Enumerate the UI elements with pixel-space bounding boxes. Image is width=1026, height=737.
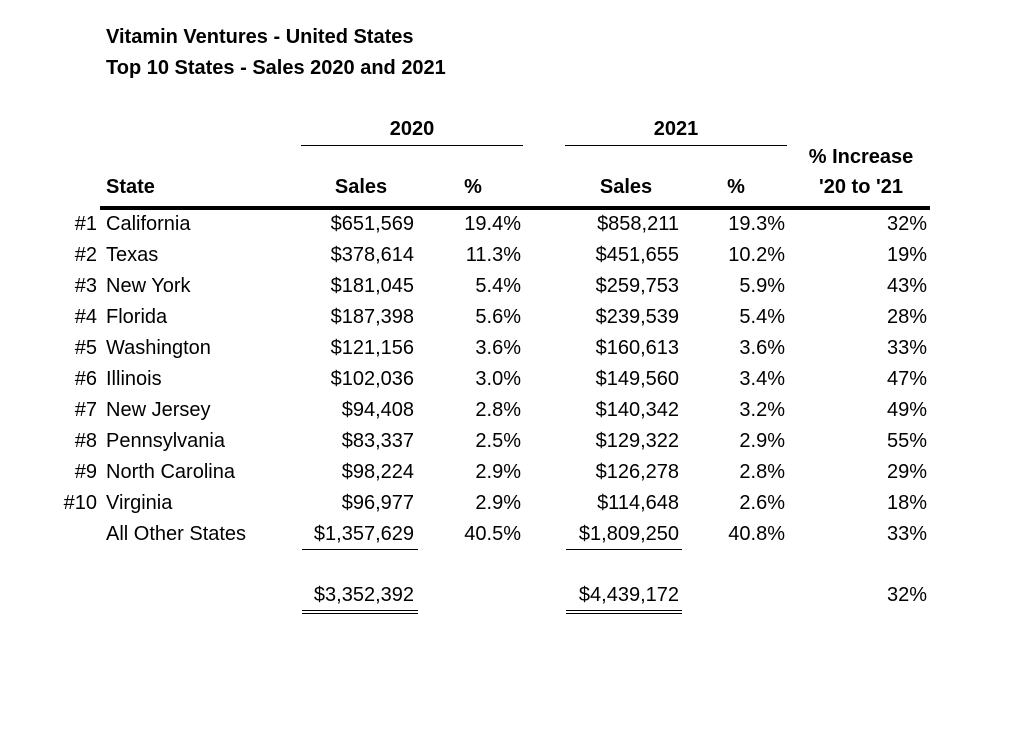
sales-2020-cell: $96,977 [341,492,414,514]
pct-2021-cell: 5.4% [739,306,785,328]
rank-cell: #6 [74,368,97,390]
sales-2020-cell: $121,156 [330,337,414,359]
sales-2021-cell: $126,278 [595,461,679,483]
increase-cell: 47% [886,368,927,390]
state-column-header: State [106,176,155,198]
state-cell: Pennsylvania [106,430,225,452]
pct-2021-cell: 3.4% [739,368,785,390]
sales-2021-cell: $129,322 [595,430,679,452]
rank-cell: #7 [74,399,97,421]
pct-2020-cell: 2.9% [475,492,521,514]
sales-2020-cell: $181,045 [330,275,414,297]
pct-2020-column-header: % [464,176,482,198]
sales-2020-cell: $378,614 [330,244,414,266]
increase-cell: 19% [886,244,927,266]
pct-2020-cell: 19.4% [464,213,521,235]
increase-header-line-1: % Increase [808,146,914,168]
increase-cell: 32% [886,213,927,235]
rank-cell: #9 [74,461,97,483]
rank-cell: #8 [74,430,97,452]
increase-cell: 33% [886,337,927,359]
subtotal-2021-underline [566,549,682,550]
state-cell: Washington [106,337,211,359]
state-cell: North Carolina [106,461,235,483]
total-sales-2020: $3,352,392 [313,584,414,606]
sales-2021-cell: $140,342 [595,399,679,421]
pct-2021-cell: 3.6% [739,337,785,359]
sales-2021-cell: $239,539 [595,306,679,328]
total-2021-double-underline-bottom [566,613,682,614]
sales-2020-cell: $102,036 [330,368,414,390]
year-2020-underline [301,145,523,146]
sales-2020-cell: $94,408 [341,399,414,421]
sales-2021-cell: $114,648 [597,492,679,514]
pct-2021-cell: 2.9% [739,430,785,452]
state-cell: Texas [106,244,159,266]
rank-cell: #4 [74,306,97,328]
year-2020-header: 2020 [389,118,435,140]
sales-2021-column-header: Sales [599,176,653,198]
state-cell: California [106,213,191,235]
pct-2020-cell: 5.6% [475,306,521,328]
pct-2020-cell: 40.5% [464,523,521,545]
increase-cell: 49% [886,399,927,421]
pct-2020-cell: 3.0% [475,368,521,390]
total-2020-double-underline-top [302,610,418,611]
sales-2021-cell: $1,809,250 [578,523,679,545]
pct-2020-cell: 2.8% [475,399,521,421]
sales-2020-cell: $83,337 [341,430,414,452]
title-line-2: Top 10 States - Sales 2020 and 2021 [106,57,446,79]
sales-2020-column-header: Sales [334,176,388,198]
pct-2021-cell: 2.8% [739,461,785,483]
state-cell: New Jersey [106,399,211,421]
pct-2021-cell: 5.9% [739,275,785,297]
increase-cell: 18% [886,492,927,514]
sales-2021-cell: $160,613 [595,337,679,359]
state-cell: Florida [106,306,168,328]
state-cell: Virginia [106,492,173,514]
total-2020-double-underline-bottom [302,613,418,614]
pct-2021-cell: 40.8% [728,523,785,545]
total-increase: 32% [886,584,927,606]
increase-cell: 55% [886,430,927,452]
year-2021-header: 2021 [653,118,699,140]
rank-cell: #3 [74,275,97,297]
pct-2020-cell: 3.6% [475,337,521,359]
sales-2020-cell: $651,569 [330,213,414,235]
pct-2021-column-header: % [727,176,745,198]
sales-2020-cell: $1,357,629 [313,523,414,545]
total-sales-2021: $4,439,172 [578,584,679,606]
rank-cell: #2 [74,244,97,266]
increase-cell: 43% [886,275,927,297]
pct-2021-cell: 2.6% [739,492,785,514]
sales-2021-cell: $451,655 [595,244,679,266]
total-2021-double-underline-top [566,610,682,611]
pct-2020-cell: 2.9% [475,461,521,483]
pct-2021-cell: 19.3% [728,213,785,235]
sales-2020-cell: $187,398 [330,306,414,328]
pct-2021-cell: 10.2% [728,244,785,266]
sales-2021-cell: $259,753 [595,275,679,297]
state-cell: Illinois [106,368,162,390]
sales-2021-cell: $858,211 [597,213,679,235]
pct-2020-cell: 5.4% [475,275,521,297]
subtotal-2020-underline [302,549,418,550]
rank-cell: #5 [74,337,97,359]
title-line-1: Vitamin Ventures - United States [106,26,414,48]
sales-2020-cell: $98,224 [341,461,414,483]
increase-cell: 29% [886,461,927,483]
sales-2021-cell: $149,560 [595,368,679,390]
pct-2021-cell: 3.2% [739,399,785,421]
state-cell: New York [106,275,191,297]
year-2021-underline [565,145,787,146]
pct-2020-cell: 11.3% [465,244,521,266]
state-cell: All Other States [106,523,247,545]
rank-cell: #1 [74,213,97,235]
header-rule [100,206,930,210]
increase-cell: 28% [886,306,927,328]
rank-cell: #10 [63,492,97,514]
increase-header-line-2: '20 to '21 [819,176,903,198]
increase-cell: 33% [886,523,927,545]
pct-2020-cell: 2.5% [475,430,521,452]
